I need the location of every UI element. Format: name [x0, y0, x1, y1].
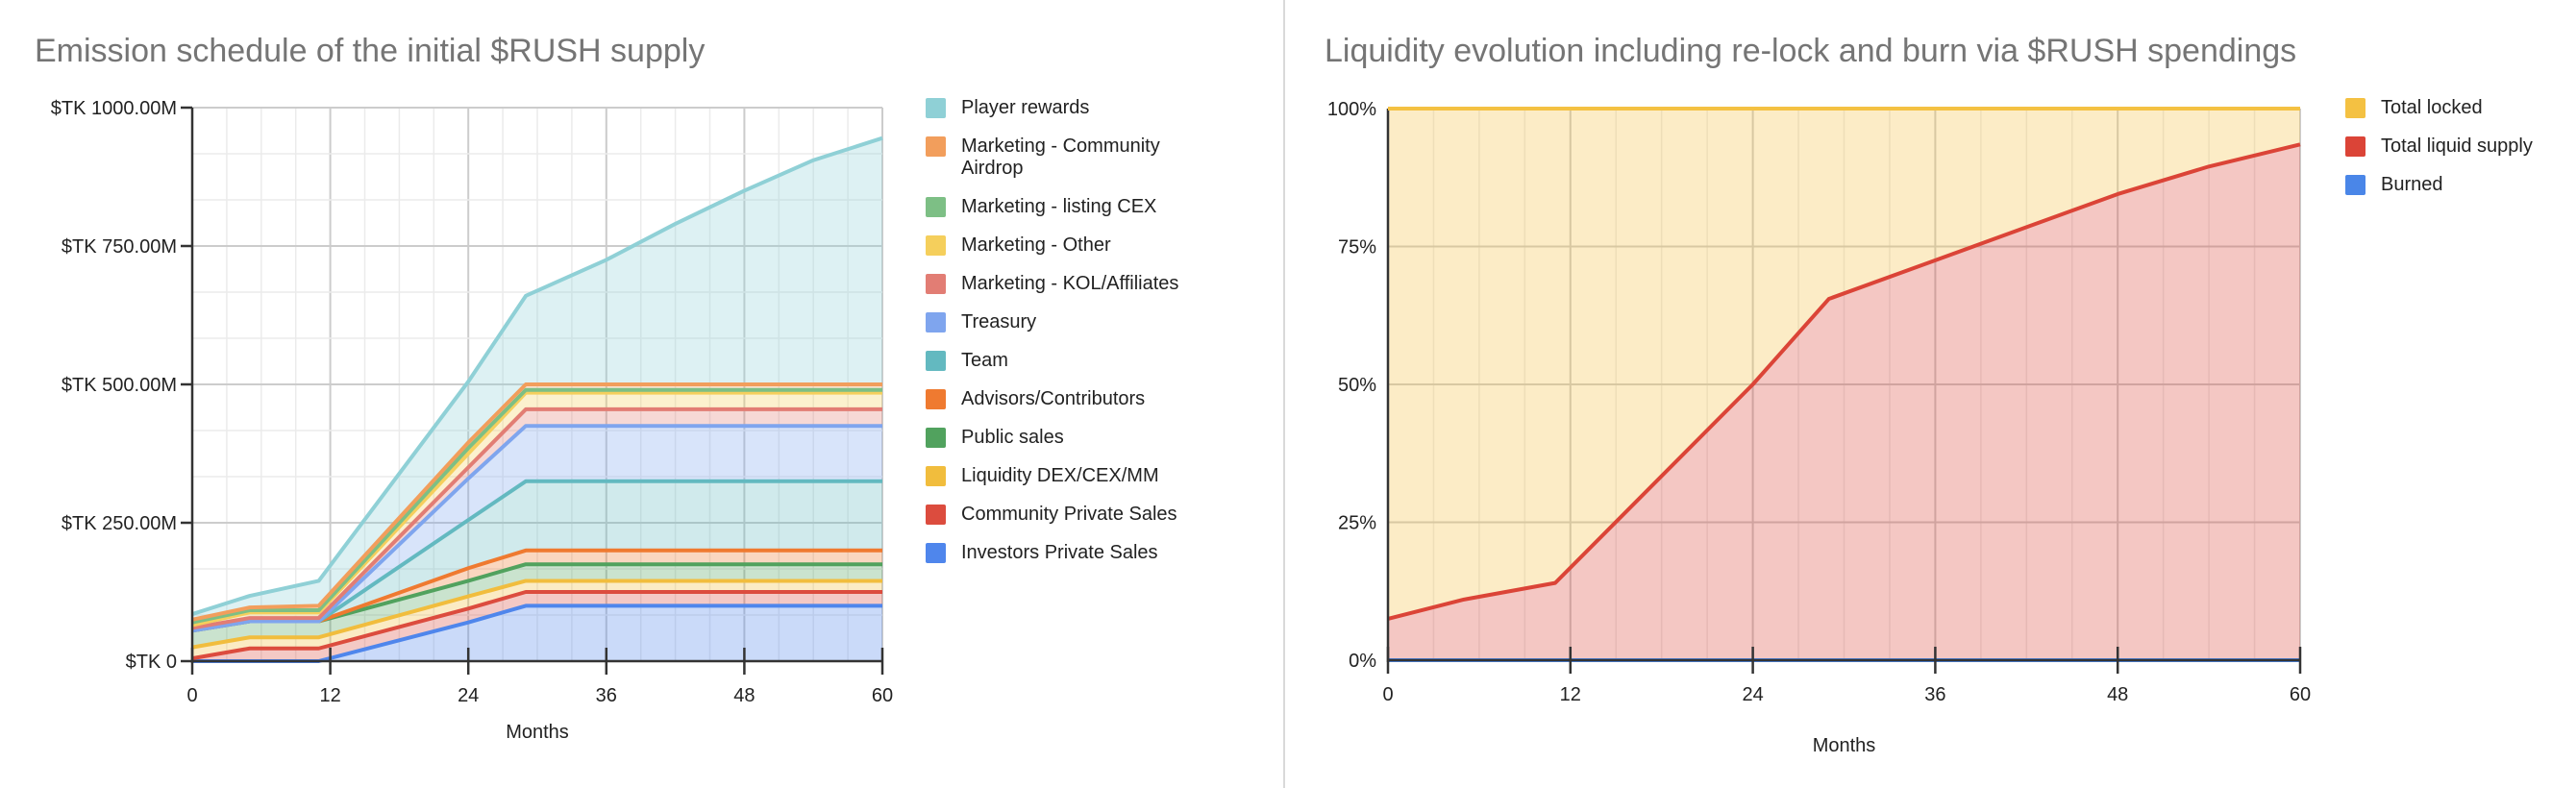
legend-label: Marketing - Community Airdrop	[961, 135, 1160, 179]
legend-label: Investors Private Sales	[961, 542, 1158, 563]
chart-0: $TK 0 $TK 250.00M $TK 500.00M $TK 750.00M $T…	[51, 98, 893, 743]
x-tick-label: 48	[2107, 684, 2128, 705]
legend-swatch	[926, 98, 946, 118]
left-chart-title: Emission schedule of the initial $RUSH s…	[35, 33, 706, 69]
legend-swatch	[2345, 98, 2365, 118]
x-tick-label: 24	[1742, 684, 1763, 705]
area-team	[192, 480, 882, 631]
chart-1: 0% 25% 50% 75% 100% 0 12 24 36 48 60 Months	[1327, 99, 2311, 756]
legend-label: Marketing - Other	[961, 234, 1111, 256]
x-tick-label: 12	[1560, 684, 1581, 705]
line-player-rewards	[191, 135, 883, 616]
x-tick-label: 36	[1924, 684, 1945, 705]
legend-label: Total locked	[2381, 97, 2483, 118]
left-legend: Player rewards Marketing - Community Aird…	[926, 97, 1211, 580]
y-tick-label: 25%	[1338, 513, 1376, 534]
legend-item-investors-private-sales[interactable]: Investors Private Sales	[926, 542, 1211, 564]
x-tick-label: 36	[596, 685, 617, 706]
line-liquidity-dex-cex-mm	[191, 579, 882, 650]
y-tick-label: 50%	[1338, 375, 1376, 396]
y-tick-label: 100%	[1327, 99, 1376, 120]
legend-label: Marketing - listing CEX	[961, 196, 1157, 217]
legend-swatch	[926, 466, 946, 486]
legend-swatch	[926, 543, 946, 563]
area-total-liquid-supply	[1388, 144, 2300, 660]
x-tick-label: 0	[1382, 684, 1393, 705]
legend-swatch	[926, 136, 946, 157]
y-tick-label: $TK 0	[126, 652, 177, 673]
legend-item-marketing-kol-affiliates[interactable]: Marketing - KOL/Affiliates	[926, 273, 1211, 295]
legend-item-marketing-community-airdrop[interactable]: Marketing - Community Airdrop	[926, 135, 1211, 180]
legend-label: Liquidity DEX/CEX/MM	[961, 465, 1159, 486]
legend-swatch	[2345, 136, 2365, 157]
legend-swatch	[926, 274, 946, 294]
line-marketing-other	[191, 390, 882, 628]
legend-item-advisors-contributors[interactable]: Advisors/Contributors	[926, 388, 1211, 410]
x-tick-label: 0	[186, 685, 197, 706]
legend-label: Player rewards	[961, 97, 1090, 118]
area-total-locked	[1388, 109, 2300, 619]
line-total-liquid-supply	[1387, 142, 2301, 621]
line-marketing-listing-cex	[191, 387, 882, 625]
legend-item-marketing-other[interactable]: Marketing - Other	[926, 234, 1211, 257]
x-tick-label: 12	[319, 685, 340, 706]
legend-item-total-locked[interactable]: Total locked	[2345, 97, 2533, 119]
legend-label: Treasury	[961, 311, 1037, 332]
line-marketing-community-airdrop	[191, 382, 882, 622]
legend-swatch	[926, 505, 946, 525]
legend-label: Marketing - KOL/Affiliates	[961, 273, 1179, 294]
legend-swatch	[926, 235, 946, 256]
legend-swatch	[926, 312, 946, 332]
legend-item-treasury[interactable]: Treasury	[926, 311, 1211, 333]
y-tick-label: 0%	[1349, 651, 1376, 672]
legend-item-public-sales[interactable]: Public sales	[926, 427, 1211, 449]
area-player-rewards	[192, 137, 882, 620]
y-tick-label: $TK 750.00M	[62, 236, 177, 258]
y-tick-label: 75%	[1338, 237, 1376, 259]
legend-label: Total liquid supply	[2381, 135, 2533, 157]
x-axis-label: Months	[1813, 735, 1876, 756]
legend-item-community-private-sales[interactable]: Community Private Sales	[926, 504, 1211, 526]
legend-item-total-liquid-supply[interactable]: Total liquid supply	[2345, 135, 2533, 158]
area-investors-private-sales	[192, 605, 882, 661]
area-liquidity-dex-cex-mm	[192, 580, 882, 659]
y-tick-label: $TK 250.00M	[62, 513, 177, 534]
legend-item-player-rewards[interactable]: Player rewards	[926, 97, 1211, 119]
legend-label: Team	[961, 350, 1008, 371]
right-chart-title: Liquidity evolution including re-lock an…	[1325, 33, 2297, 69]
legend-label: Burned	[2381, 174, 2443, 195]
legend-swatch	[2345, 175, 2365, 195]
legend-swatch	[926, 351, 946, 371]
x-tick-label: 60	[872, 685, 893, 706]
line-treasury	[191, 424, 882, 633]
x-tick-label: 48	[733, 685, 755, 706]
legend-swatch	[926, 428, 946, 448]
right-legend: Total locked Total liquid supply Burned	[2345, 97, 2533, 212]
chart-divider	[1283, 0, 1285, 788]
x-tick-label: 24	[458, 685, 479, 706]
legend-label: Advisors/Contributors	[961, 388, 1146, 409]
line-marketing-kol-affiliates	[191, 406, 882, 630]
legend-swatch	[926, 197, 946, 217]
y-tick-label: $TK 500.00M	[62, 375, 177, 396]
x-tick-label: 60	[2290, 684, 2311, 705]
x-axis-label: Months	[506, 722, 569, 743]
legend-item-team[interactable]: Team	[926, 350, 1211, 372]
y-tick-label: $TK 1000.00M	[51, 98, 177, 119]
legend-item-liquidity-dex-cex-mm[interactable]: Liquidity DEX/CEX/MM	[926, 465, 1211, 487]
legend-swatch	[926, 389, 946, 409]
line-community-private-sales	[191, 590, 882, 661]
area-advisors-contributors	[192, 550, 882, 631]
area-community-private-sales	[192, 592, 882, 661]
legend-label: Public sales	[961, 427, 1064, 448]
legend-label: Community Private Sales	[961, 504, 1177, 525]
legend-item-marketing-listing-cex[interactable]: Marketing - listing CEX	[926, 196, 1211, 218]
legend-item-burned[interactable]: Burned	[2345, 174, 2533, 196]
